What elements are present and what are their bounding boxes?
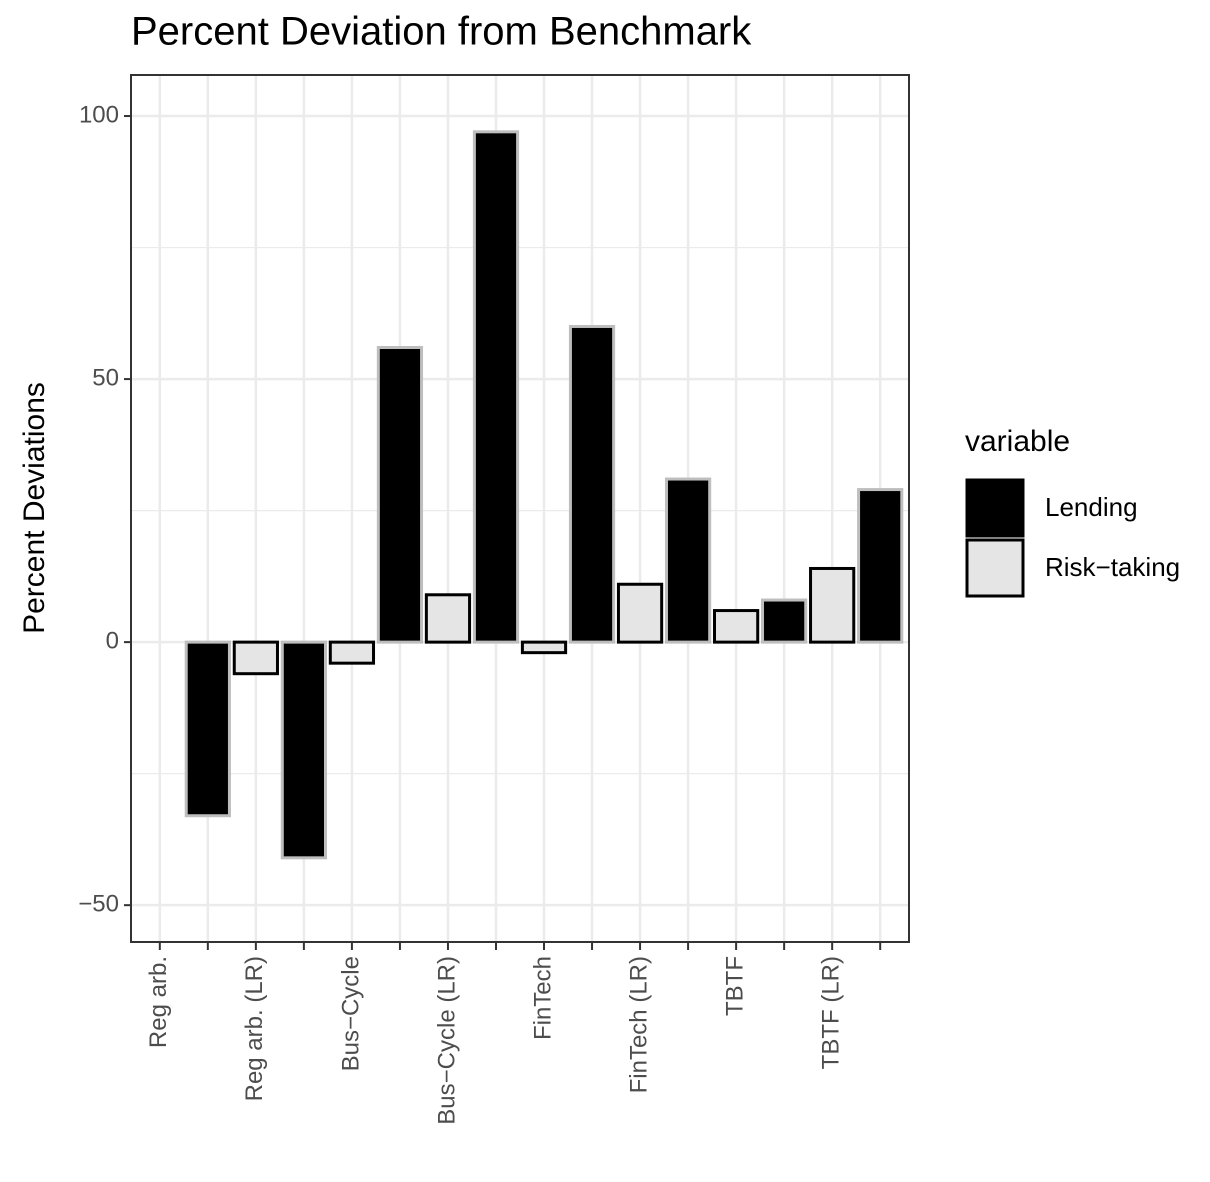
x-tick-label: Reg arb. (145, 956, 172, 1048)
x-tick-label: FinTech (LR) (625, 956, 652, 1093)
x-tick-label: TBTF (LR) (818, 956, 845, 1069)
x-tick-label: TBTF (721, 956, 748, 1016)
bar (280, 640, 327, 860)
bar (520, 640, 568, 655)
y-tick-label: 50 (92, 364, 119, 391)
bar (424, 593, 472, 644)
bar (761, 598, 808, 644)
bar (472, 130, 520, 644)
bar (664, 477, 712, 644)
bar (616, 582, 664, 644)
y-axis-title: Percent Deviations (18, 382, 51, 634)
bar (232, 640, 279, 676)
bar (184, 640, 231, 818)
chart-title: Percent Deviation from Benchmark (131, 10, 752, 54)
legend-key (965, 478, 1025, 538)
plot-border (130, 74, 910, 943)
bar (328, 640, 376, 665)
legend-label: Risk−taking (1045, 552, 1180, 582)
bar (376, 346, 424, 644)
bar (568, 324, 616, 644)
x-tick-label: FinTech (529, 956, 556, 1040)
bar (809, 566, 856, 644)
bar (713, 609, 760, 644)
y-tick-label: 0 (106, 627, 119, 654)
bar (857, 488, 904, 644)
y-tick-label: 100 (79, 101, 119, 128)
x-tick-label: Bus−Cycle (337, 956, 364, 1071)
legend-key (965, 538, 1025, 598)
x-tick-label: Bus−Cycle (LR) (433, 956, 460, 1125)
x-tick-label: Reg arb. (LR) (241, 956, 268, 1101)
legend-label: Lending (1045, 492, 1138, 522)
y-tick-label: −50 (78, 891, 119, 918)
legend-title: variable (965, 425, 1070, 458)
